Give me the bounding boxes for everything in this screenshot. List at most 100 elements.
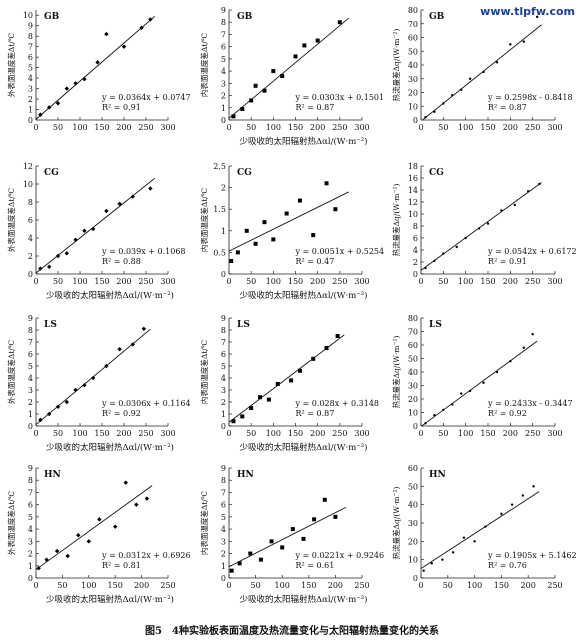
r-squared: R² = 0.87 — [296, 103, 335, 112]
point — [134, 502, 139, 507]
x-tick-label: 100 — [458, 429, 473, 438]
x-tick-label: 200 — [503, 429, 518, 438]
y-tick-label: 0 — [221, 422, 226, 431]
point — [235, 250, 240, 255]
point — [455, 245, 458, 249]
x-tick-label: 100 — [72, 277, 87, 286]
panel-label: HN — [429, 470, 446, 480]
y-tick-label: 2 — [221, 184, 226, 193]
x-tick-label: 100 — [467, 581, 482, 590]
y-tick-label: 10 — [23, 11, 33, 20]
x-tick-label: 200 — [503, 277, 518, 286]
y-tick-label: 70 — [408, 328, 418, 337]
point — [144, 496, 150, 501]
y-tick-label: 80 — [408, 6, 418, 15]
y-tick-label: 4 — [28, 74, 33, 83]
fit-equation: y = 0.0051x + 0.5254 — [295, 247, 385, 256]
y-tick-label: 9 — [28, 464, 33, 473]
point — [460, 392, 463, 395]
y-tick-label: 3 — [221, 386, 226, 395]
y-axis-label: 外表面温度差Δt/℃ — [6, 491, 16, 555]
y-axis-label: 热流量差Δq/(W·m⁻²) — [391, 336, 401, 409]
y-tick-label: 2.5 — [213, 162, 226, 171]
r-squared: R² = 0.91 — [102, 103, 141, 112]
point — [253, 241, 258, 246]
point — [253, 83, 258, 88]
r-squared: R² = 0.92 — [102, 409, 141, 418]
y-tick-label: 5 — [28, 64, 33, 73]
y-tick-label: 6 — [221, 501, 226, 510]
point — [64, 399, 69, 405]
y-tick-label: 6 — [221, 350, 226, 359]
point — [76, 533, 81, 538]
panel-label: LS — [429, 320, 442, 330]
x-tick-label: 100 — [266, 429, 281, 438]
x-tick-label: 50 — [53, 429, 63, 438]
y-axis-label: 内表面温度差Δt/℃ — [199, 340, 209, 404]
point — [104, 31, 109, 37]
y-tick-label: 7 — [221, 488, 226, 497]
point — [284, 211, 289, 216]
y-tick-label: 1 — [221, 227, 226, 236]
y-tick-label: 40 — [408, 61, 418, 70]
y-tick-label: 5 — [221, 55, 226, 64]
point — [322, 497, 327, 502]
point — [38, 266, 43, 271]
panel-label: GB — [44, 12, 60, 22]
point — [54, 548, 60, 554]
x-tick-label: 200 — [310, 123, 325, 132]
r-squared: R² = 0.92 — [488, 409, 527, 418]
x-tick-label: 200 — [116, 123, 131, 132]
point — [280, 545, 285, 550]
x-tick-label: 150 — [94, 123, 109, 132]
point — [38, 112, 43, 117]
y-axis-label: 热流量差Δq/(W·m⁻²) — [391, 29, 401, 102]
point — [248, 551, 253, 556]
y-tick-label: 50 — [408, 482, 418, 491]
panel-label: GB — [429, 12, 445, 22]
r-squared: R² = 0.87 — [296, 409, 335, 418]
x-tick-label: 150 — [480, 123, 495, 132]
panel-label: CG — [429, 168, 444, 178]
point — [531, 333, 534, 336]
y-tick-label: 10 — [408, 556, 418, 565]
trend-line — [35, 177, 156, 274]
point — [73, 387, 78, 393]
x-tick-label: 300 — [160, 277, 175, 286]
x-axis-label: 少吸收的太阳辐射热Δαl/(W·m⁻²) — [240, 594, 368, 605]
point — [91, 375, 96, 381]
point — [266, 397, 271, 402]
point — [65, 553, 70, 559]
point — [510, 503, 514, 506]
x-tick-label: 250 — [138, 123, 153, 132]
y-axis-label: 热流量差Δq/(W·m⁻²) — [391, 184, 401, 257]
r-squared: R² = 0.61 — [296, 561, 335, 570]
y-axis-label: 内表面温度差Δt/℃ — [199, 33, 209, 97]
point — [64, 251, 69, 256]
point — [486, 222, 490, 225]
x-tick-label: 150 — [288, 429, 303, 438]
trend-line — [228, 334, 345, 423]
y-tick-label: 20 — [408, 395, 418, 404]
y-tick-label: 20 — [408, 89, 418, 98]
x-tick-label: 300 — [547, 123, 562, 132]
x-tick-label: 250 — [160, 581, 175, 590]
y-tick-label: 0.5 — [213, 248, 226, 257]
y-tick-label: 0 — [413, 270, 418, 279]
x-tick-label: 0 — [418, 429, 423, 438]
x-tick-label: 150 — [288, 277, 303, 286]
y-tick-label: 1 — [221, 410, 226, 419]
point — [47, 264, 52, 269]
panel-label: LS — [237, 320, 250, 330]
point — [335, 334, 340, 338]
point — [73, 81, 78, 86]
x-tick-label: 250 — [332, 123, 347, 132]
trend-line — [228, 506, 347, 568]
fit-equation: y = 0.0364x + 0.0747 — [101, 93, 191, 102]
point — [495, 61, 499, 64]
point — [231, 419, 236, 424]
point — [262, 88, 267, 93]
y-axis-label: 热流量差Δq/(W·m⁻²) — [391, 487, 401, 560]
x-tick-label: 250 — [138, 277, 153, 286]
point — [293, 54, 298, 59]
